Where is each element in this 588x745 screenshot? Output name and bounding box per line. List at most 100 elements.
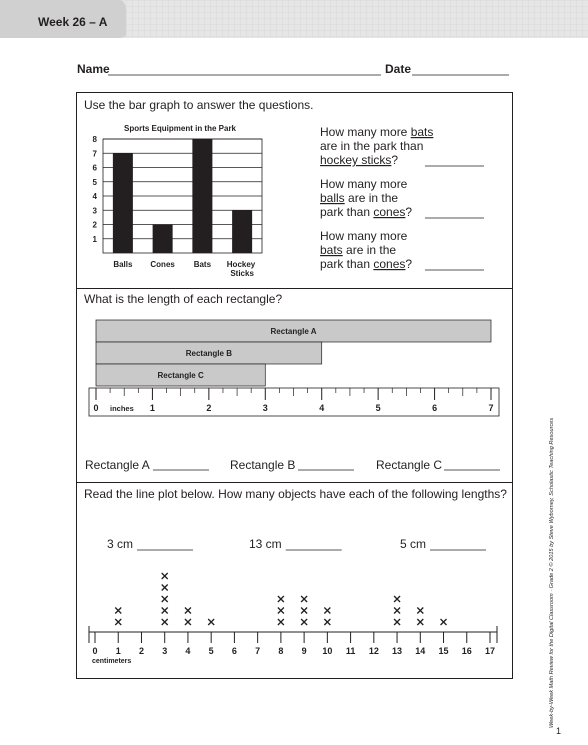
bar [112,153,133,253]
x-tick-label: 15 [439,646,449,656]
question-part: cones [373,205,405,219]
x-mark [184,618,192,626]
x-tick-label: 17 [485,646,495,656]
x-mark [184,607,192,614]
y-tick-label: 7 [93,149,98,158]
x-mark [323,607,331,614]
bar-label: Rectangle C [158,371,204,380]
bar [95,363,266,387]
week-label: Week 26 – A [38,15,108,29]
question: How many more bats are in the park than co… [320,229,412,271]
y-tick-label: 8 [93,135,98,144]
dot-column [207,618,215,626]
x-tick-label: Bats [194,260,212,269]
y-tick-label: 3 [93,206,98,215]
y-tick-label: 2 [93,221,98,230]
dot-column [184,607,192,626]
x-tick-label: 12 [369,646,379,656]
bar [232,210,253,253]
x-mark [300,618,308,626]
question-part: cones [373,257,405,271]
credit: Week-by-Week Math Review for the Digital… [548,418,555,728]
x-tick-label: 3 [162,646,167,656]
x-mark [161,572,169,580]
x-mark [393,595,401,603]
y-tick-label: 6 [93,164,98,173]
x-tick-label: 6 [232,646,237,656]
x-mark [161,595,169,603]
x-tick-label: 4 [319,403,324,413]
x-tick-label: 6 [432,403,437,413]
x-tick-label: 1 [150,403,155,413]
x-mark [277,595,285,603]
question-part: How many more [320,229,408,243]
x-tick-label: 2 [139,646,144,656]
bar-label: Rectangle B [186,349,232,358]
x-tick-label: 4 [185,646,190,656]
axis-label: centimeters [92,658,131,665]
x-tick-label: 16 [462,646,472,656]
y-tick-label: 4 [93,192,98,201]
question: 5 cm [400,537,426,551]
question: 3 cm [107,537,133,551]
question-part: bats [411,125,434,139]
x-mark [393,607,401,614]
bar [192,139,213,253]
x-tick-label: 11 [346,646,356,656]
question-part: How many more [320,177,408,191]
name-label: Name [77,62,110,76]
x-mark [114,607,122,614]
x-tick-label: 8 [278,646,283,656]
x-mark [393,618,401,626]
x-mark [277,607,285,614]
x-tick-label: Cones [150,260,175,269]
question: 13 cm [249,537,282,551]
instruction: Read the line plot below. How many objec… [84,487,507,501]
dot-column [393,595,401,626]
x-tick-label: 10 [322,646,332,656]
answer-label: Rectangle B [230,458,295,472]
question-part: are in the [343,243,397,257]
plot-frame [102,138,263,254]
x-tick-label: 14 [415,646,425,656]
chart-title: Sports Equipment in the Park [124,124,237,133]
y-tick-label: 1 [93,235,98,244]
x-mark [300,595,308,603]
x-mark [300,607,308,614]
x-tick-label: 5 [209,646,214,656]
question-part: bats [320,243,343,257]
dot-column [114,607,122,626]
x-mark [440,618,447,626]
dot-column [323,607,331,626]
dot-column [300,595,308,626]
header-tab [0,0,126,38]
question-part: park than [320,205,373,219]
x-tick-label: 0 [93,403,98,413]
x-mark [416,607,424,614]
y-tick-label: 5 [93,178,98,187]
dot-column [277,595,285,626]
question-part: ? [391,153,398,167]
x-tick-label: 7 [255,646,260,656]
question-part: are in the [345,191,399,205]
x-tick-label: 5 [376,403,381,413]
answer-label: Rectangle A [85,458,150,472]
date-label: Date [385,62,411,76]
x-mark [277,618,285,626]
x-mark [323,618,331,626]
bar [152,224,173,253]
x-tick-label: 3 [263,403,268,413]
dot-column [440,618,447,626]
page-number: 1 [556,726,561,736]
instruction: Use the bar graph to answer the question… [84,98,313,112]
x-tick-label: Balls [113,260,133,269]
x-tick-label: 2 [206,403,211,413]
main-box [76,92,513,679]
x-mark [161,618,169,626]
bar-label: Rectangle A [271,327,317,336]
question-part: balls [320,191,345,205]
x-tick-label: 7 [488,403,493,413]
question-part: ? [405,257,412,271]
x-tick-label: Hockey Sticks [227,260,258,278]
